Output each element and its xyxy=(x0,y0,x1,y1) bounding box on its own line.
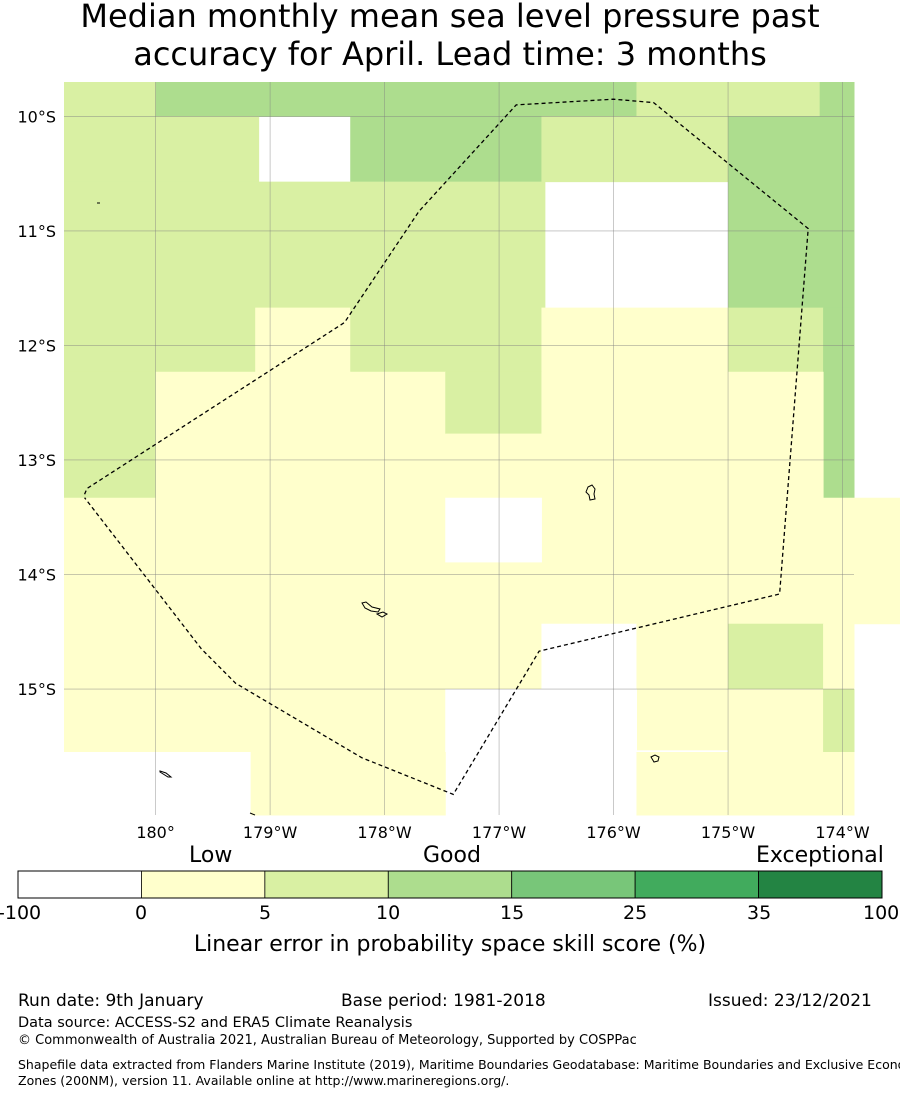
skill-cell xyxy=(541,307,729,373)
skill-cell xyxy=(155,371,351,499)
skill-cell xyxy=(445,497,542,563)
colorbar-tick-label: 5 xyxy=(259,902,272,924)
longitude-label: 178°W xyxy=(357,823,412,842)
longitude-label: 180° xyxy=(136,823,175,842)
skill-cell xyxy=(350,307,542,373)
skill-cell xyxy=(823,752,855,816)
skill-cell xyxy=(728,307,824,373)
island-niulakita-west xyxy=(361,601,381,613)
skill-cell xyxy=(155,82,637,117)
skill-cell xyxy=(64,307,256,373)
island-funafuti xyxy=(585,484,596,501)
graticule xyxy=(64,82,854,815)
longitude-label: 174°W xyxy=(815,823,870,842)
colorbar-swatch xyxy=(634,870,759,899)
map-title-line-1: Median monthly mean sea level pressure p… xyxy=(80,0,820,35)
colorbar-swatches xyxy=(17,870,883,899)
map-title-line-2: accuracy for April. Lead time: 3 months xyxy=(133,35,767,73)
colorbar-tick-label: 25 xyxy=(623,902,648,924)
skill-cell xyxy=(64,181,546,309)
skill-cell xyxy=(350,116,542,183)
latitude-label: 14°S xyxy=(17,565,56,584)
land-features xyxy=(97,202,660,816)
colorbar-tick-label: 35 xyxy=(747,902,772,924)
skill-cell xyxy=(636,752,855,816)
skill-cell xyxy=(541,116,729,183)
latitude-label: 10°S xyxy=(17,107,56,126)
category-exceptional: Exceptional xyxy=(756,843,884,868)
colorbar-swatch xyxy=(17,870,142,899)
island-south xyxy=(650,754,660,763)
longitude-label: 176°W xyxy=(586,823,641,842)
skill-grid-layer xyxy=(64,82,900,816)
island-southwest xyxy=(159,770,173,778)
longitude-label: 175°W xyxy=(701,823,756,842)
skill-cell xyxy=(541,623,637,690)
skill-cell xyxy=(64,371,157,499)
colorbar-tick-label: 10 xyxy=(376,902,401,924)
skill-cell xyxy=(445,433,542,499)
latitude-label: 11°S xyxy=(17,222,56,241)
skill-cell xyxy=(250,752,351,816)
eez-boundary-layer xyxy=(83,98,809,796)
colorbar-frame xyxy=(17,870,883,899)
skill-cell xyxy=(255,307,351,373)
colorbar-swatch xyxy=(264,870,389,899)
colorbar-tick-label: 15 xyxy=(500,902,525,924)
skill-cell xyxy=(64,752,252,816)
colorbar-swatch xyxy=(511,870,636,899)
colorbar-swatch xyxy=(387,870,513,899)
category-good: Good xyxy=(423,843,481,868)
skill-cell xyxy=(350,752,446,816)
skill-cell xyxy=(728,116,855,309)
data-source: Data source: ACCESS-S2 and ERA5 Climate … xyxy=(18,1015,413,1031)
colorbar-title: Linear error in probability space skill … xyxy=(193,932,707,957)
copyright-notice: © Commonwealth of Australia 2021, Austra… xyxy=(18,1033,637,1048)
latitude-label: 13°S xyxy=(17,451,56,470)
skill-cell xyxy=(350,371,446,499)
skill-cell xyxy=(445,689,637,816)
skill-cell xyxy=(823,689,855,753)
skill-cell xyxy=(445,371,542,435)
shapefile-credit-line-1: Shapefile data extracted from Flanders M… xyxy=(18,1057,900,1072)
colorbar xyxy=(17,870,883,899)
base-period: Base period: 1981-2018 xyxy=(341,991,546,1011)
map-axes: 10°S 11°S 12°S 13°S 14°S 15°S 180° 179°W 178°W 17… xyxy=(17,107,869,842)
skill-cell xyxy=(64,116,260,183)
category-low: Low xyxy=(189,843,233,868)
island-niulakita-east xyxy=(375,611,389,618)
longitude-label: 177°W xyxy=(472,823,527,842)
skill-cell xyxy=(636,623,729,751)
colorbar-tick-label: -100 xyxy=(0,902,42,924)
skill-cell xyxy=(64,82,157,117)
skill-cell xyxy=(823,307,855,499)
skill-cell xyxy=(728,623,824,690)
skill-cell xyxy=(64,689,446,753)
colorbar-tick-label: 100 xyxy=(863,902,900,924)
colorbar-swatch xyxy=(758,870,883,899)
run-date: Run date: 9th January xyxy=(18,991,204,1011)
latitude-label: 15°S xyxy=(17,680,56,699)
skill-cell xyxy=(541,371,824,499)
colorbar-tick-label: 0 xyxy=(135,902,148,924)
eez-boundary xyxy=(83,98,809,796)
latitude-label: 12°S xyxy=(17,336,56,355)
issued-date: Issued: 23/12/2021 xyxy=(708,991,872,1011)
skill-cell xyxy=(819,82,855,117)
shapefile-credit-line-2: Zones (200NM), version 11. Available onl… xyxy=(18,1073,510,1088)
island-bottom xyxy=(249,812,256,816)
longitude-label: 179°W xyxy=(243,823,298,842)
colorbar-swatch xyxy=(141,870,266,899)
